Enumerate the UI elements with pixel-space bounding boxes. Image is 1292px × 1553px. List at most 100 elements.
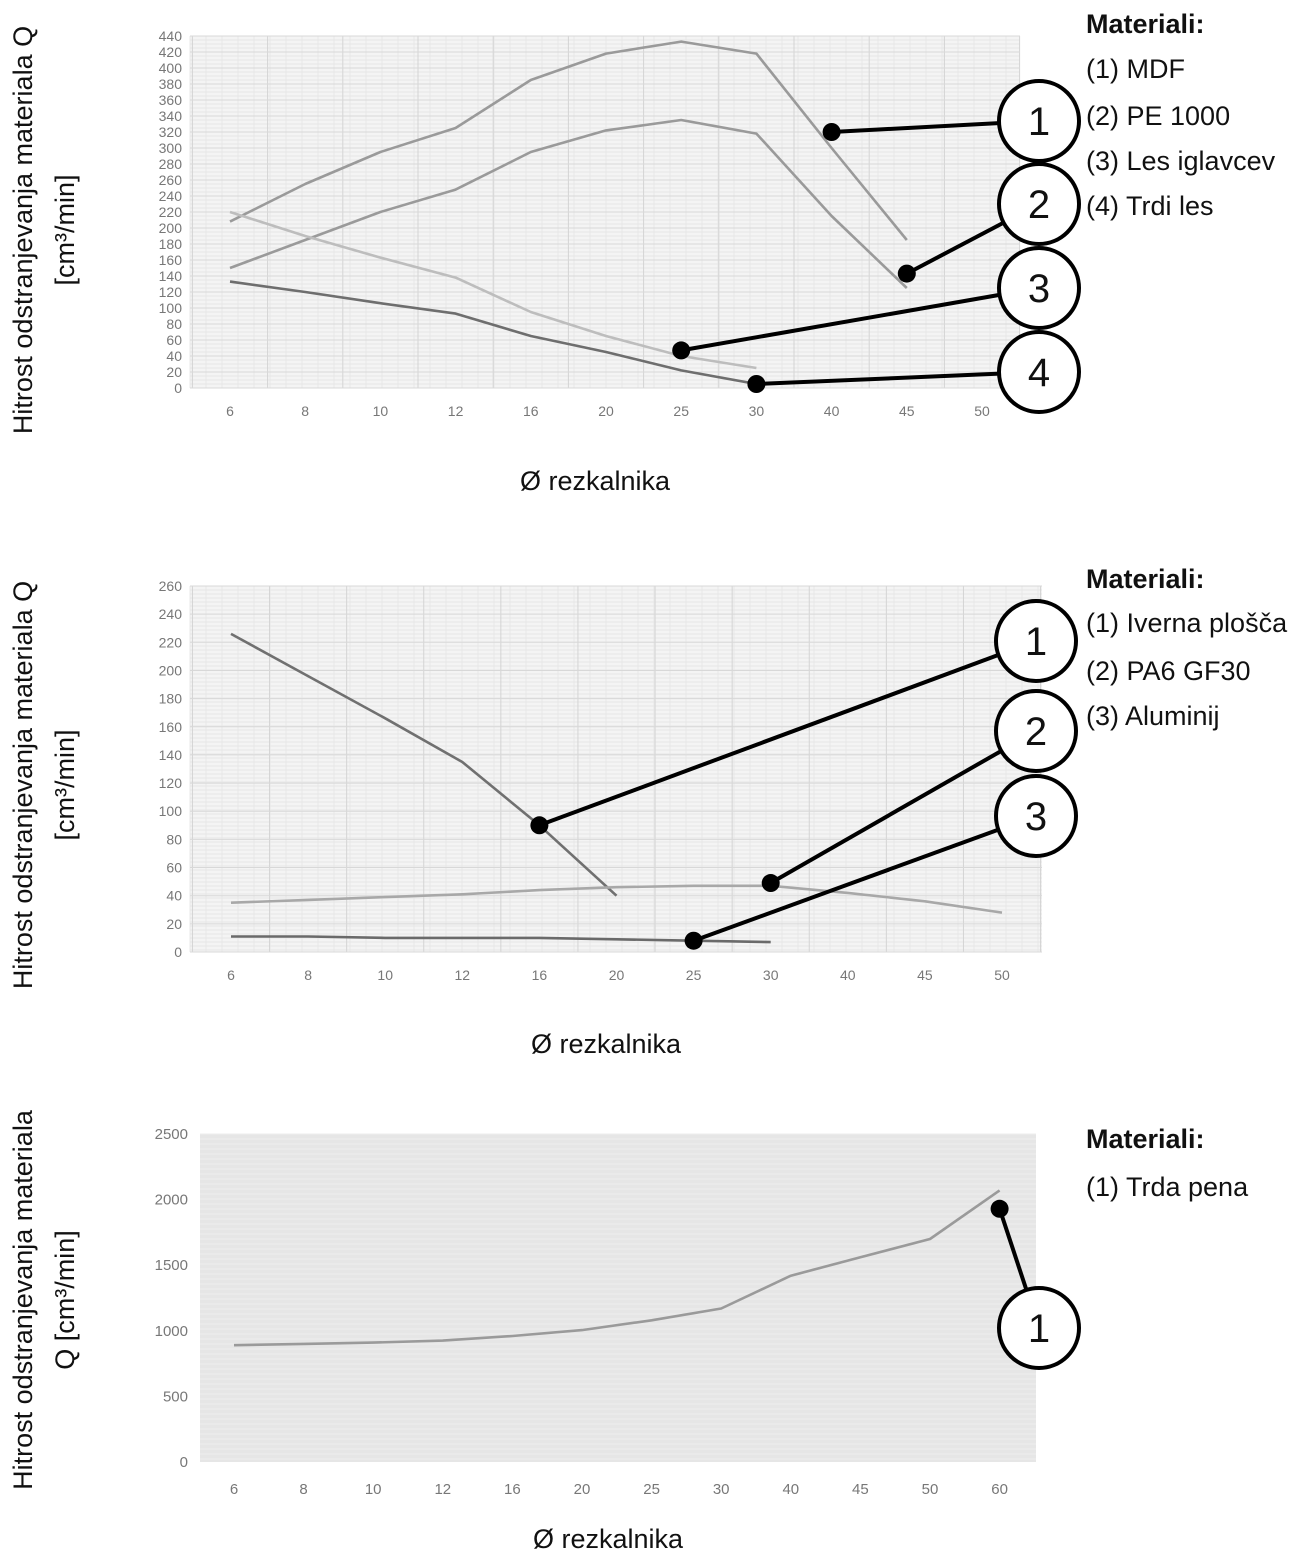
x-axis-title: Ø rezkalnika [520,466,671,496]
callout-bubble [997,246,1081,330]
chart-top: 4404204003803603403203002802602402202001… [8,9,1276,496]
x-tick-label: 40 [840,967,856,983]
y-tick-label: 100 [159,300,183,316]
y-tick-label: 400 [159,60,183,76]
callout-number: 1 [1028,100,1050,144]
legend-title: Materiali: [1086,564,1205,594]
x-tick-label: 6 [227,967,235,983]
x-tick-label: 45 [917,967,933,983]
x-tick-label: 10 [377,967,393,983]
y-tick-label: 500 [163,1388,188,1405]
y-tick-label: 340 [159,108,183,124]
callout-dot [530,816,549,835]
callout-dot [990,1199,1009,1218]
chart-bottom: 2500 2000 1500 1000 500 0 6 8 10 12 16 20 25 30 40 45 50… [8,1109,1249,1553]
y-tick-label: 1000 [155,1323,188,1340]
series-line-1 [229,40,908,241]
x-tick-label: 30 [763,967,779,983]
y-tick-label: 20 [166,364,182,380]
callout-leader [769,729,1037,885]
callout-number: 3 [1025,795,1047,839]
y-tick-label: 60 [166,860,182,876]
x-tick-label: 8 [299,1481,307,1498]
y-tick-label: 120 [159,775,183,791]
plot-area [200,1134,1036,1462]
y-tick-label: 2500 [155,1126,188,1143]
x-axis-title: Ø rezkalnika [533,1524,684,1553]
series-line-3 [229,210,757,370]
y-tick-label: 280 [159,156,183,172]
callout-dot [747,375,766,393]
y-axis-title: Q [cm³/min] [50,1230,80,1370]
callout-number: 1 [1028,1307,1050,1351]
x-tick-label: 25 [643,1481,660,1498]
callout-bubble [994,689,1078,773]
callout-leader [538,639,1037,828]
y-axis-title: [cm³/min] [50,730,80,841]
x-tick-label: 12 [448,403,464,419]
callout-number: 3 [1028,267,1050,311]
legend-item: (2) PE 1000 [1086,101,1230,131]
callout-bubble [997,330,1081,414]
legend-item: (1) Iverna plošča [1086,608,1288,638]
series-line-1 [233,1189,1001,1347]
series-line-2 [229,118,908,289]
y-tick-label: 40 [166,348,182,364]
x-tick-label: 30 [713,1481,730,1498]
y-tick-label: 100 [159,803,183,819]
y-axis-title: [cm³/min] [50,175,80,286]
gridlines [200,1133,1036,1460]
callout-number: 2 [1025,710,1047,754]
x-tick-label: 60 [991,1481,1008,1498]
y-tick-label: 300 [159,140,183,156]
plot-area [190,586,1042,952]
x-tick-label: 12 [434,1481,451,1498]
series-line-1 [230,632,618,897]
callout-bubble [997,79,1081,163]
x-tick-label: 25 [686,967,702,983]
x-tick-label: 50 [994,967,1010,983]
y-tick-label: 80 [166,831,182,847]
y-tick-label: 0 [180,1454,188,1471]
y-axis-title: Hitrost odstranjevanja materiala Q [8,581,38,989]
y-tick-label: 140 [159,747,183,763]
legend-title: Materiali: [1086,9,1205,39]
x-tick-label: 6 [230,1481,238,1498]
x-tick-label: 30 [749,403,765,419]
y-tick-label: 320 [159,124,183,140]
y-tick-label: 360 [159,92,183,108]
y-tick-label: 40 [166,888,182,904]
x-tick-label: 6 [226,403,234,419]
y-tick-label: 80 [166,316,182,332]
callout-leader [756,370,1040,386]
y-tick-label: 0 [174,380,182,396]
x-tick-label: 40 [824,403,840,419]
x-tick-label: 16 [504,1481,521,1498]
y-tick-label: 220 [159,634,183,650]
y-tick-label: 200 [159,220,183,236]
y-tick-label: 200 [159,662,183,678]
callout-leader [680,286,1040,353]
x-axis-title: Ø rezkalnika [531,1029,682,1059]
y-tick-label: 180 [159,236,183,252]
x-tick-label: 45 [899,403,915,419]
x-tick-label: 20 [574,1481,591,1498]
callout-number: 2 [1028,183,1050,227]
x-tick-label: 50 [922,1481,939,1498]
y-tick-label: 20 [166,916,182,932]
callout-dot [684,931,703,950]
y-tick-label: 2000 [155,1192,188,1209]
callout-bubble [997,1286,1081,1370]
callout-bubble [997,162,1081,246]
legend-item: (2) PA6 GF30 [1086,656,1251,686]
callout-dot [672,341,691,360]
legend-item: (1) MDF [1086,54,1185,84]
y-tick-label: 180 [159,691,183,707]
legend-item: (3) Aluminij [1086,701,1220,731]
y-tick-label: 140 [159,268,183,284]
gridlines [189,35,1021,389]
x-tick-label: 8 [304,967,312,983]
y-tick-label: 0 [174,944,182,960]
